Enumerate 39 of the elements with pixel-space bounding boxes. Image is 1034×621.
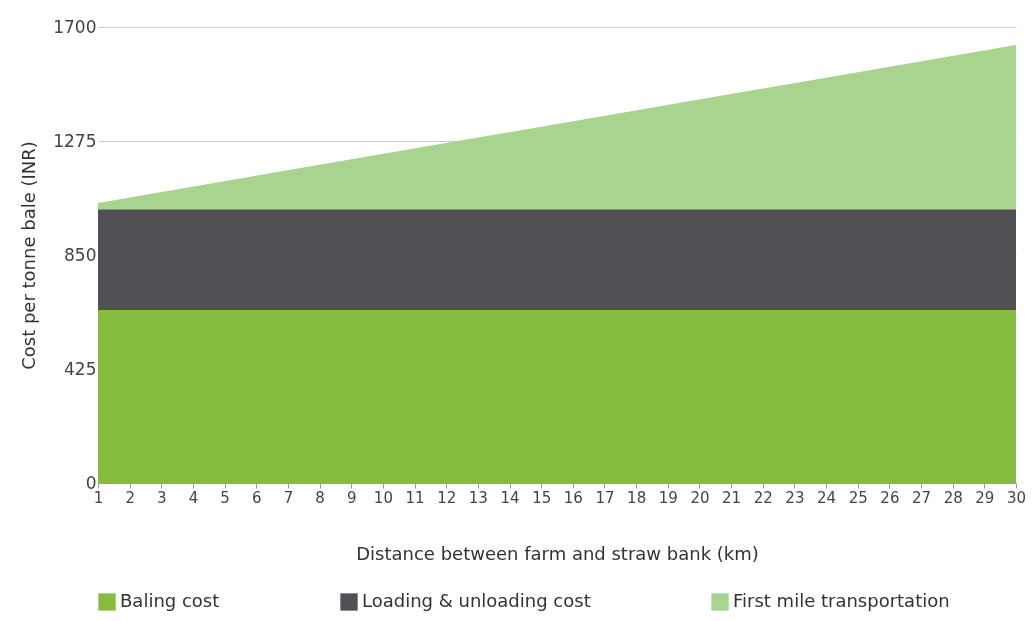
legend-label: Baling cost xyxy=(120,590,220,611)
y-tick-label: 1700 xyxy=(53,16,97,37)
x-tick-label: 15 xyxy=(532,488,552,507)
x-tick-label: 2 xyxy=(125,488,135,507)
x-tick-label: 17 xyxy=(595,488,615,507)
x-tick-label: 20 xyxy=(690,488,710,507)
x-tick-label: 18 xyxy=(627,488,647,507)
y-axis-title: Cost per tonne bale (INR) xyxy=(18,141,40,370)
x-tick-label: 22 xyxy=(753,488,773,507)
x-tick-label: 29 xyxy=(975,488,995,507)
x-tick-label: 13 xyxy=(468,488,488,507)
x-tick-label: 10 xyxy=(373,488,393,507)
x-tick-label: 21 xyxy=(722,488,742,507)
x-tick-label: 27 xyxy=(911,488,932,507)
x-tick-label: 5 xyxy=(220,488,230,507)
x-tick-label: 28 xyxy=(943,488,963,507)
x-tick-label: 25 xyxy=(848,488,868,507)
y-tick-label: 1275 xyxy=(53,130,97,151)
x-tick-label: 26 xyxy=(880,488,900,507)
x-axis-title: Distance between farm and straw bank (km) xyxy=(356,542,759,564)
y-tick-label: 425 xyxy=(64,358,97,379)
x-tick-label: 3 xyxy=(157,488,167,507)
x-tick-label: 11 xyxy=(405,488,425,507)
x-tick-label: 4 xyxy=(188,488,199,507)
y-tick-label: 850 xyxy=(64,244,97,265)
x-tick-label: 30 xyxy=(1006,488,1027,507)
x-tick-label: 23 xyxy=(785,488,805,507)
legend-label: Loading & unloading cost xyxy=(362,590,591,611)
x-tick-label: 19 xyxy=(658,488,678,507)
legend-label: First mile transportation xyxy=(733,590,950,611)
x-tick-label: 12 xyxy=(437,488,457,507)
x-tick-label: 16 xyxy=(563,488,583,507)
x-tick-label: 9 xyxy=(346,488,357,507)
x-tick-label: 7 xyxy=(283,488,294,507)
x-tick-label: 14 xyxy=(500,488,520,507)
x-tick-label: 6 xyxy=(252,488,262,507)
x-tick-label: 8 xyxy=(315,488,325,507)
x-tick-label: 24 xyxy=(817,488,837,507)
x-tick-label: 1 xyxy=(93,488,104,507)
